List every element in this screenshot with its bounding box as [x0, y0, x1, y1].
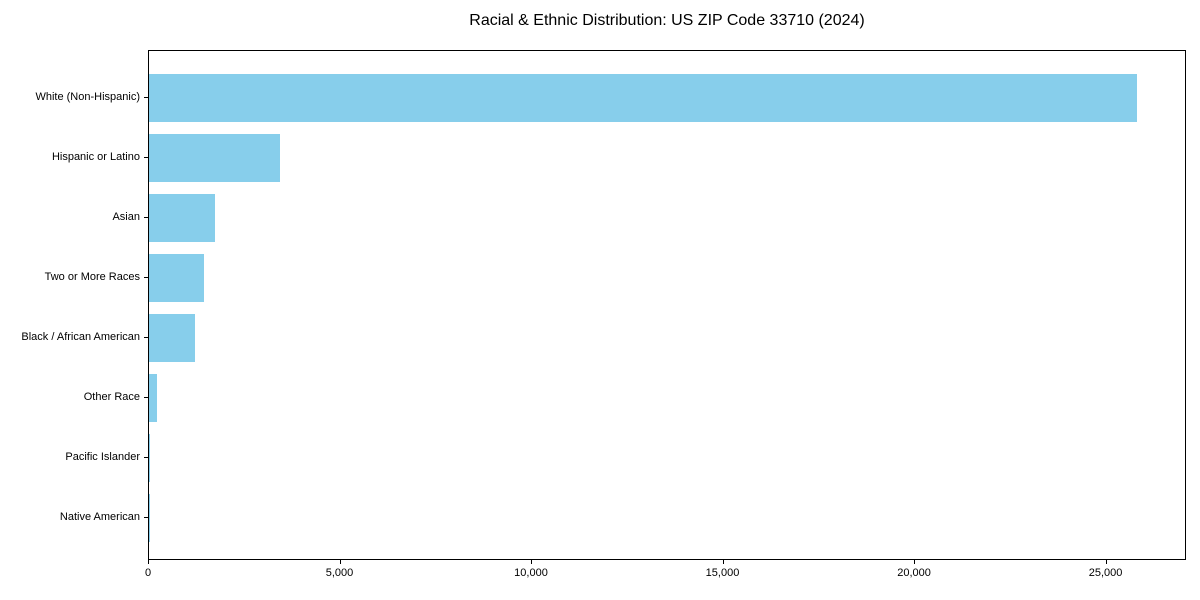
x-tick-label: 5,000: [325, 567, 354, 579]
bar: [149, 194, 216, 242]
x-tick-mark: [148, 560, 149, 564]
bar: [149, 134, 281, 182]
y-tick-mark: [144, 157, 148, 158]
bar: [149, 434, 151, 482]
x-tick-mark: [722, 560, 724, 564]
y-tick-mark: [144, 217, 148, 218]
y-tick-label: Black / African American: [21, 331, 140, 343]
x-tick-label: 25,000: [1088, 567, 1123, 579]
x-tick-mark: [914, 560, 916, 564]
bar: [149, 254, 205, 302]
x-tick-mark: [1105, 560, 1107, 564]
y-tick-mark: [144, 457, 148, 458]
bar: [149, 374, 158, 422]
x-tick-label: 10,000: [514, 567, 548, 579]
y-tick-label: Two or More Races: [44, 271, 140, 283]
y-tick-mark: [144, 517, 148, 518]
y-tick-label: Hispanic or Latino: [51, 151, 140, 163]
y-tick-mark: [144, 277, 148, 278]
y-tick-mark: [144, 337, 148, 338]
bar: [149, 314, 195, 362]
bar: [149, 74, 1138, 122]
x-tick-mark: [339, 560, 341, 564]
x-tick-label: 0: [144, 567, 152, 579]
y-tick-label: Other Race: [83, 391, 140, 403]
y-tick-label: Pacific Islander: [65, 451, 140, 463]
y-tick-label: White (Non-Hispanic): [35, 91, 140, 103]
x-tick-mark: [531, 560, 532, 564]
x-tick-label: 20,000: [897, 567, 931, 579]
y-tick-mark: [144, 397, 148, 398]
y-tick-label: Asian: [112, 211, 140, 223]
y-tick-mark: [144, 97, 148, 98]
y-tick-label: Native American: [59, 511, 140, 523]
chart-title: Racial & Ethnic Distribution: US ZIP Cod…: [469, 12, 865, 29]
plot-area: [148, 50, 1186, 560]
x-tick-label: 15,000: [705, 567, 740, 579]
